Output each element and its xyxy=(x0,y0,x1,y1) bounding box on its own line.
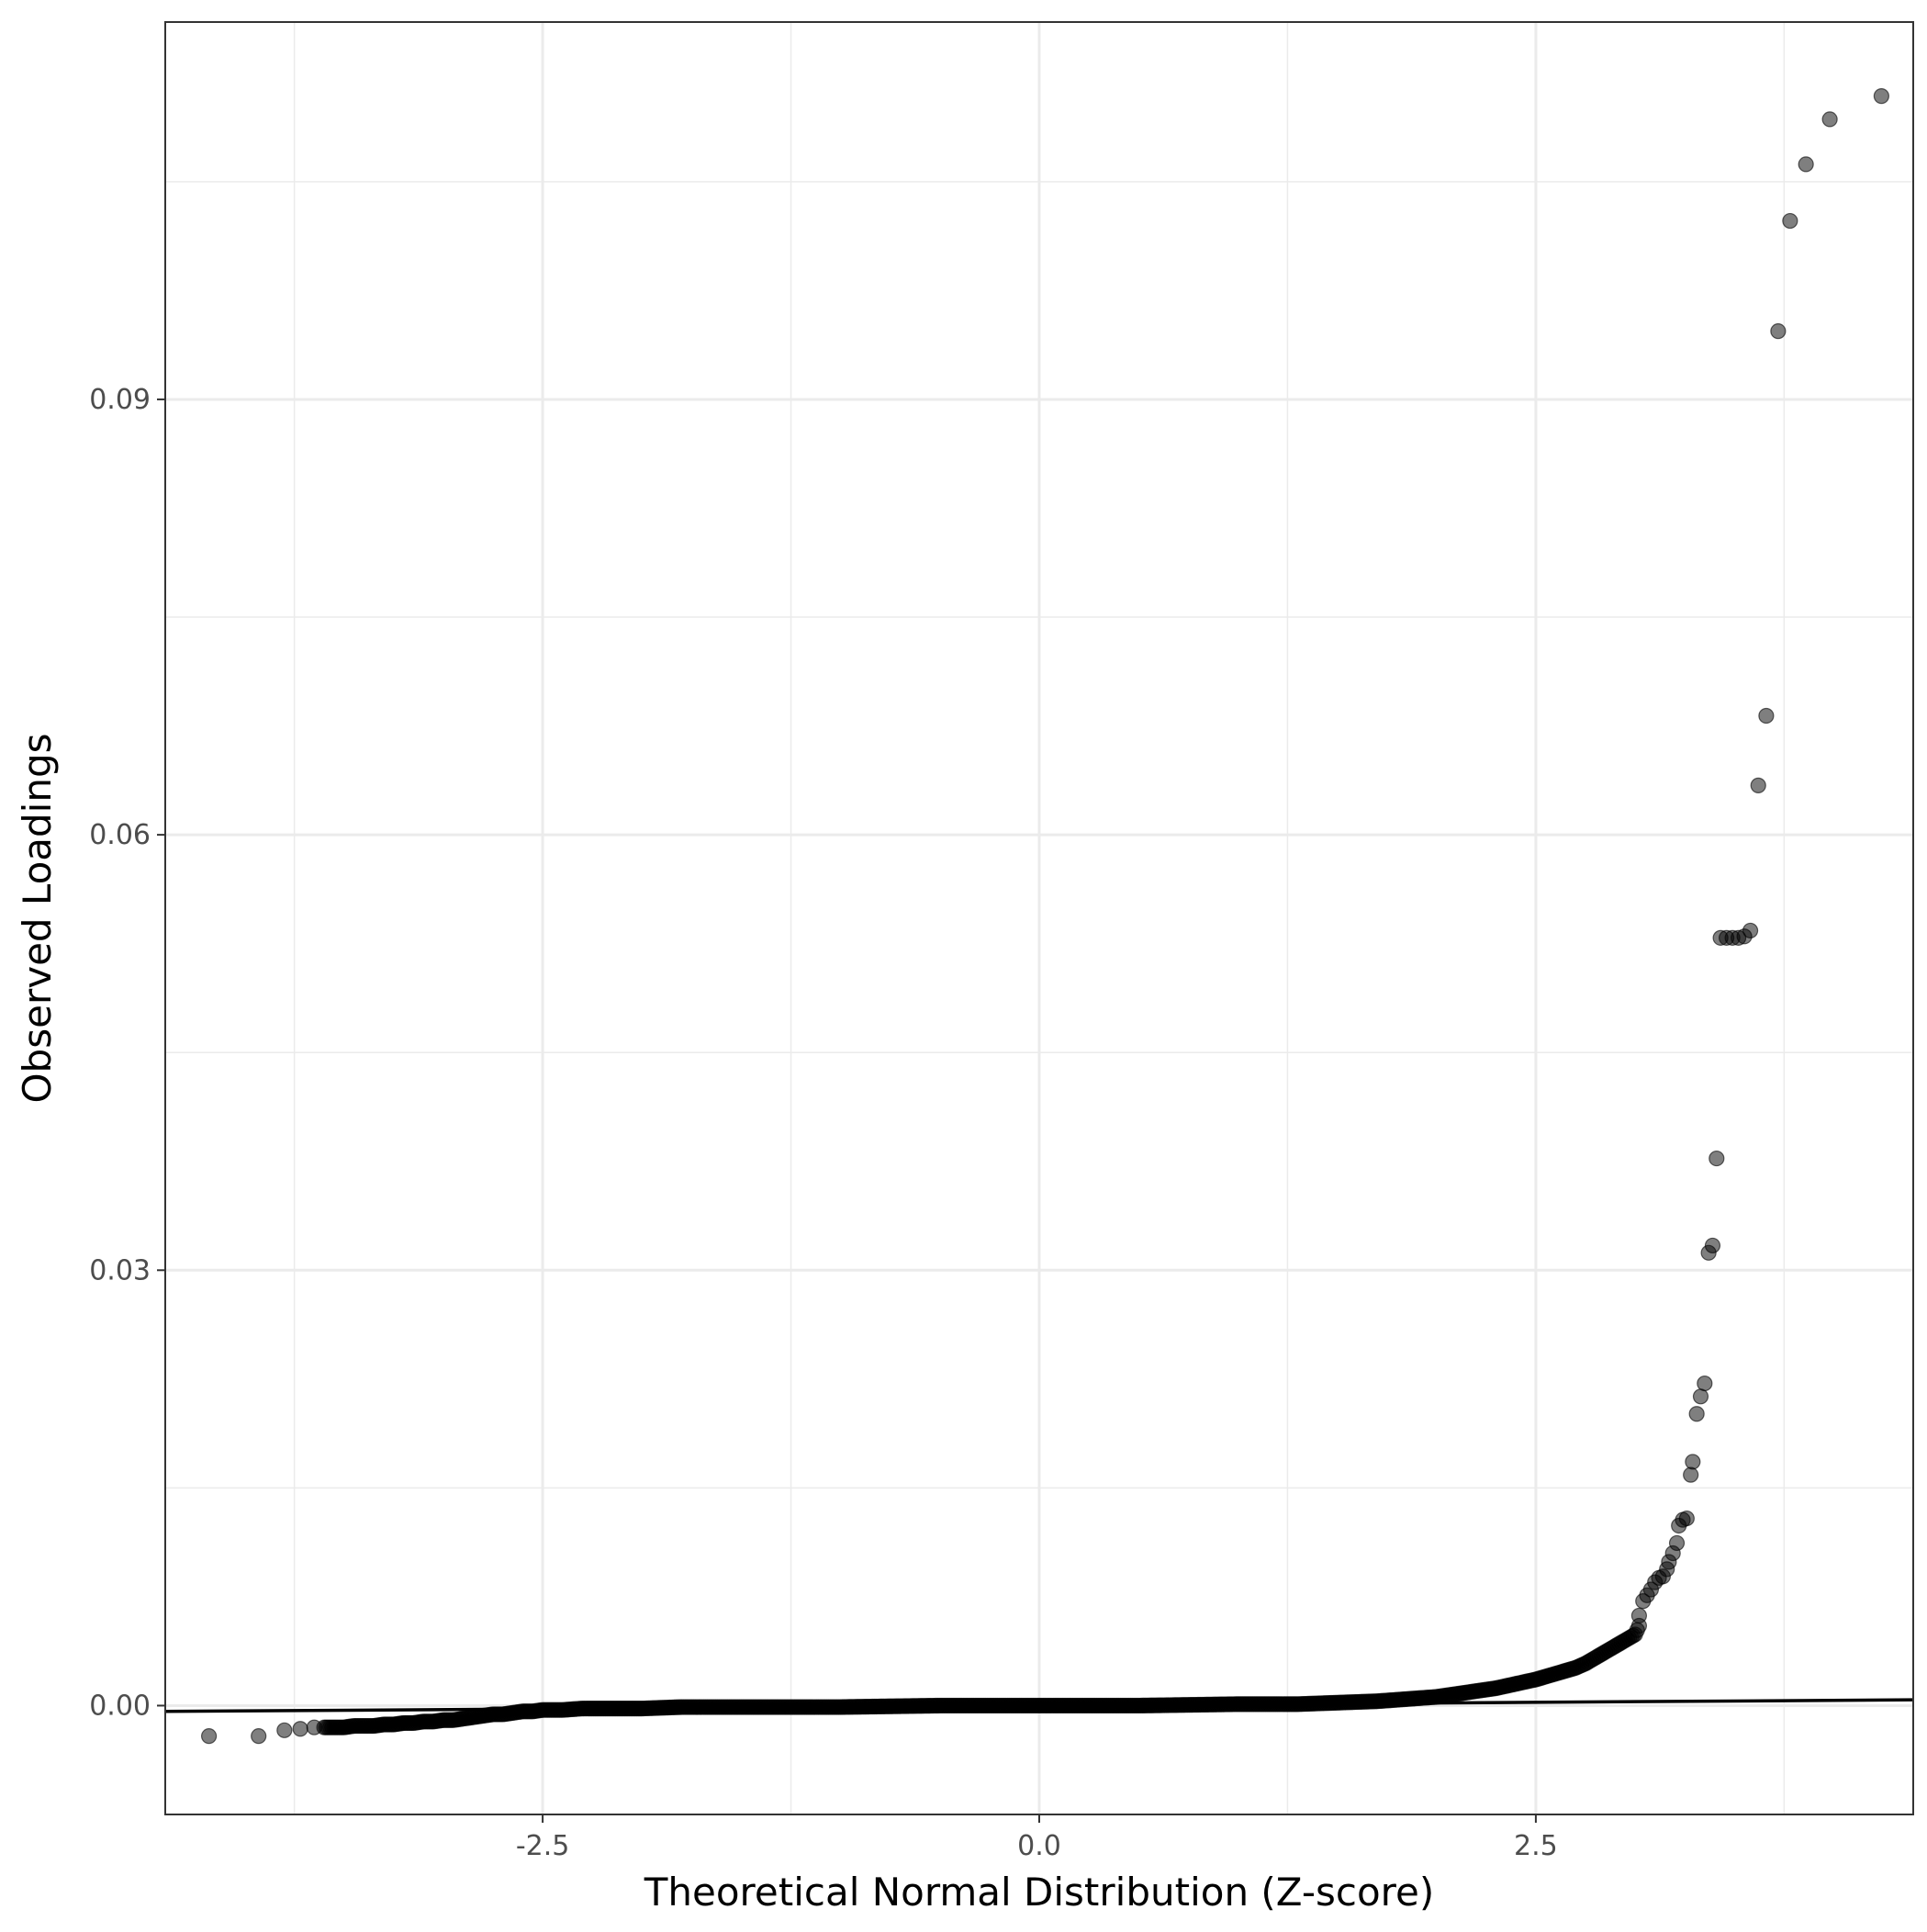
data-point xyxy=(1758,707,1775,724)
data-point xyxy=(1750,777,1766,793)
x-axis-title: Theoretical Normal Distribution (Z-score… xyxy=(644,1870,1435,1915)
x-tick-label: 2.5 xyxy=(1514,1830,1558,1862)
data-point xyxy=(276,1722,293,1738)
data-point xyxy=(1668,1534,1686,1552)
data-point xyxy=(1678,1510,1695,1527)
y-tick-label: 0.06 xyxy=(89,819,151,851)
data-point xyxy=(1873,88,1889,105)
x-tick-label: -2.5 xyxy=(516,1830,570,1862)
data-point xyxy=(1692,1388,1709,1405)
x-axis-ticks: -2.5 0.0 2.5 xyxy=(516,1814,1558,1862)
data-point xyxy=(1683,1466,1699,1483)
data-point xyxy=(1704,1237,1721,1254)
y-tick-label: 0.09 xyxy=(89,384,151,416)
y-tick-label: 0.00 xyxy=(89,1690,151,1722)
y-axis-title: Observed Loadings xyxy=(15,734,60,1104)
x-tick-label: 0.0 xyxy=(1017,1830,1061,1862)
data-point xyxy=(1688,1406,1705,1422)
data-point xyxy=(1685,1454,1701,1470)
data-point xyxy=(201,1728,218,1745)
data-point xyxy=(1697,1375,1713,1392)
data-point xyxy=(1709,1150,1725,1167)
data-point xyxy=(1782,212,1798,230)
data-point xyxy=(1630,1607,1648,1624)
y-tick-label: 0.03 xyxy=(89,1254,151,1286)
data-point xyxy=(251,1728,267,1745)
data-point xyxy=(1798,156,1814,173)
data-point xyxy=(292,1721,308,1737)
data-point xyxy=(1742,922,1759,939)
reference-line xyxy=(164,1698,1914,1713)
data-point xyxy=(1770,323,1787,340)
y-axis-ticks: 0.00 0.03 0.06 0.09 xyxy=(89,384,165,1722)
data-point xyxy=(1821,111,1838,128)
